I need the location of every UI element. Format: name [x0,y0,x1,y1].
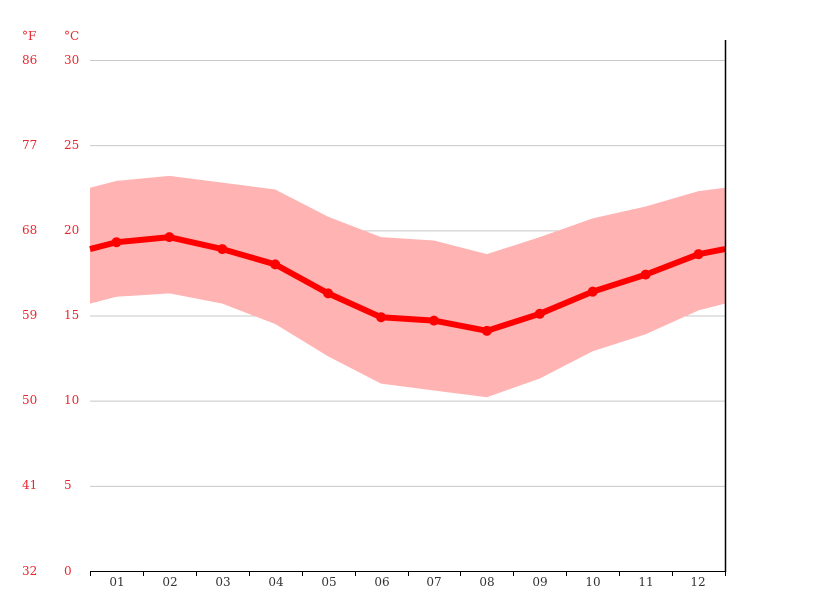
x-tick-month: 09 [532,575,548,589]
y-tick-f: 86 [22,53,38,67]
y-tick-c: 30 [64,53,80,67]
y-tick-f: 32 [22,564,38,578]
fahrenheit-header: °F [22,29,37,43]
data-point [428,315,439,326]
y-tick-c: 10 [64,393,80,407]
x-tick-month: 05 [321,575,337,589]
y-tick-c: 25 [64,138,80,152]
x-tick-month: 06 [374,575,390,589]
x-tick-month: 01 [109,575,125,589]
y-tick-f: 68 [22,223,38,237]
x-tick-month: 08 [479,575,495,589]
data-point [640,269,651,280]
data-point [534,308,545,319]
celsius-header: °C [64,29,80,43]
data-point [164,232,175,243]
x-tick-month: 04 [268,575,284,589]
data-point [323,288,334,299]
data-point [587,286,598,297]
y-tick-c: 5 [64,478,72,492]
data-point [217,244,228,255]
y-tick-f: 41 [22,478,38,492]
data-point [111,237,122,248]
y-tick-c: 20 [64,223,80,237]
y-tick-f: 59 [22,308,38,322]
x-tick-month: 10 [585,575,601,589]
average-temperature-line [89,234,726,334]
y-tick-c: 0 [64,564,72,578]
x-tick-month: 02 [162,575,178,589]
x-tick-month: 12 [690,575,706,589]
x-tick-month: 07 [426,575,442,589]
data-point [481,325,492,336]
x-tick-month: 03 [215,575,231,589]
data-point [376,312,387,323]
y-tick-f: 50 [22,393,38,407]
y-tick-f: 77 [22,138,38,152]
min-max-band [90,175,725,398]
data-point [693,249,704,260]
y-tick-c: 15 [64,308,80,322]
data-point [270,259,281,270]
x-tick-month: 11 [638,575,654,589]
